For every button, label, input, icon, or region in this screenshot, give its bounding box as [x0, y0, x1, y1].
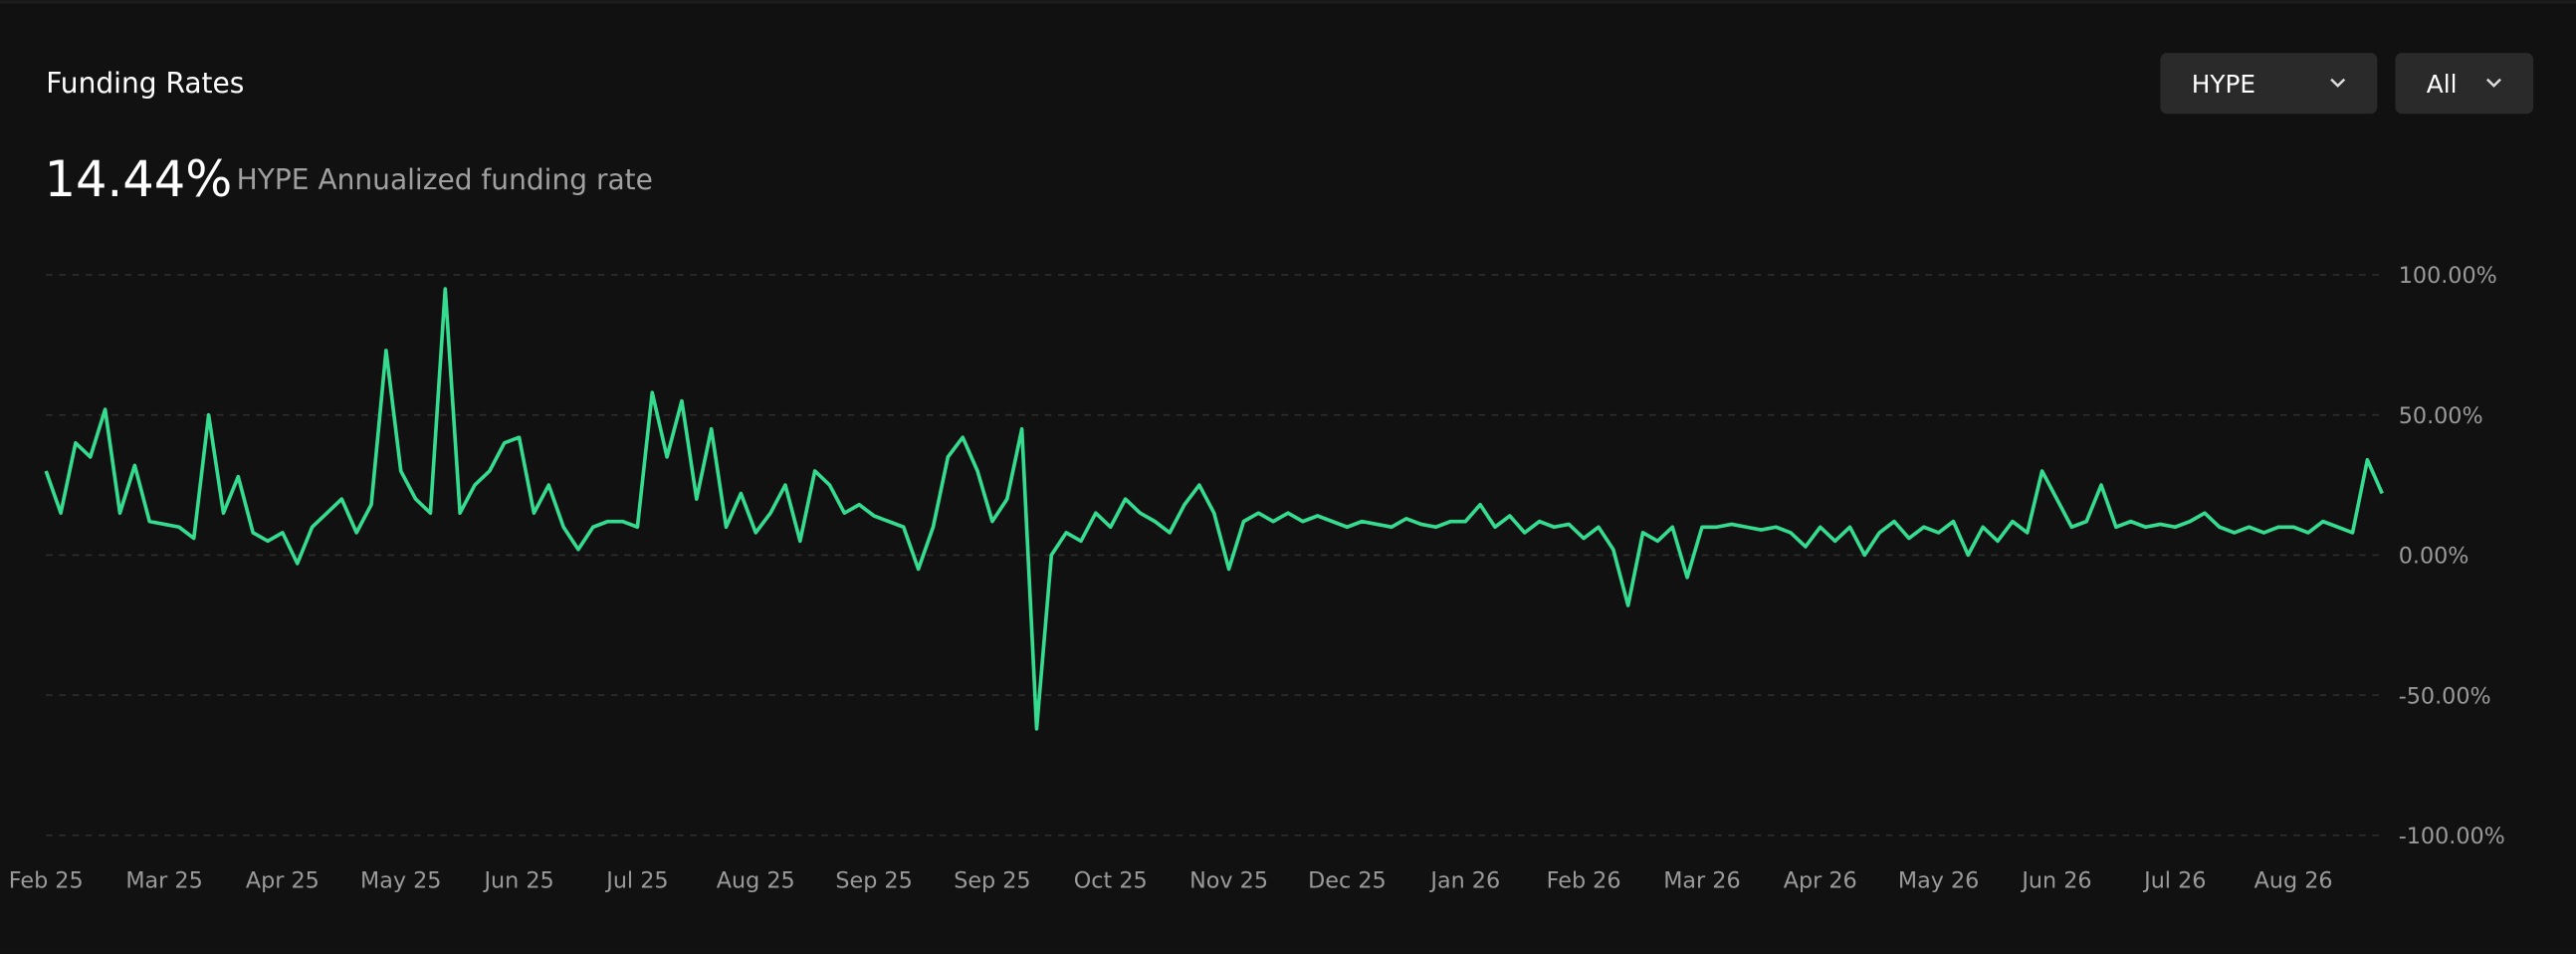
x-tick-label: May 26 [1898, 868, 1979, 894]
x-tick-label: Mar 25 [125, 868, 202, 894]
line [44, 287, 2384, 731]
coin-dropdown[interactable]: HYPE [2160, 53, 2378, 115]
y-tick-label: -50.00% [2399, 683, 2491, 709]
dropdown-label[interactable]: HYPE [2192, 70, 2255, 99]
x-tick-label: Mar 26 [1663, 868, 1740, 894]
x-tick-label: Aug 26 [2254, 868, 2333, 894]
title: Funding Rates [46, 67, 244, 100]
dropdown-box[interactable] [2160, 53, 2378, 115]
y-tick-label: -100.00% [2399, 824, 2505, 849]
y-tick-label: 0.00% [2399, 544, 2469, 570]
current-value: 14.44% [45, 150, 233, 208]
x-tick-label: Nov 25 [1189, 868, 1268, 894]
x-tick-label: Apr 25 [246, 868, 320, 894]
x-tick-label: Jan 26 [1428, 868, 1500, 894]
x-tick-label: Jul 26 [2142, 868, 2206, 894]
dropdown-box[interactable] [2395, 53, 2534, 115]
x-tick-label: May 25 [360, 868, 441, 894]
x-tick-label: Dec 25 [1308, 868, 1387, 894]
y-tick-label: 50.00% [2399, 403, 2483, 429]
x-tick-label: Aug 25 [717, 868, 795, 894]
range-dropdown[interactable]: All [2395, 53, 2534, 115]
top-border [0, 0, 2576, 4]
x-tick-label: Jul 25 [604, 868, 668, 894]
x-tick-label: Oct 25 [1074, 868, 1148, 894]
chevron [2330, 78, 2346, 88]
chevron [2485, 78, 2501, 88]
x-tick-label: Jun 26 [2020, 868, 2091, 894]
x-tick-label: Feb 26 [1547, 868, 1621, 894]
x-tick-label: Jun 25 [482, 868, 553, 894]
x-tick-label: Apr 26 [1784, 868, 1857, 894]
x-tick-label: Sep 25 [835, 868, 912, 894]
dropdown-label[interactable]: All [2427, 70, 2458, 99]
y-tick-label: 100.00% [2399, 263, 2497, 289]
x-tick-label: Sep 25 [954, 868, 1030, 894]
x-tick-label: Feb 25 [9, 868, 84, 894]
subtitle: HYPE Annualized funding rate [237, 163, 653, 196]
